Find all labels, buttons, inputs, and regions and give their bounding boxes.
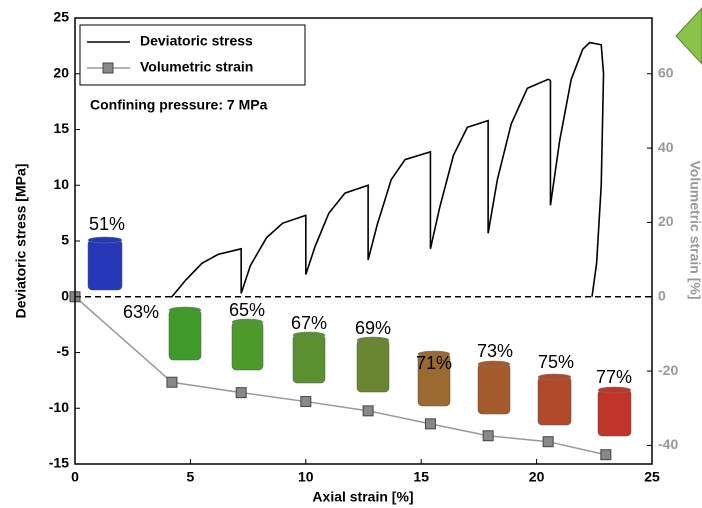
marker xyxy=(542,436,554,448)
y-tick-label: 10 xyxy=(53,176,69,192)
legend-label: Volumetric strain xyxy=(140,59,253,75)
y-tick-label: -5 xyxy=(57,343,70,359)
legend-box xyxy=(79,24,306,86)
y2-tick-label: 60 xyxy=(658,64,674,80)
specimen xyxy=(477,363,511,415)
specimen-label: 51% xyxy=(89,214,125,234)
specimen xyxy=(292,334,326,384)
specimen-label: 63% xyxy=(123,302,159,322)
specimen-top xyxy=(231,318,264,326)
y-tick-label: 15 xyxy=(53,120,69,136)
y-tick-label: -10 xyxy=(49,399,69,415)
y-tick-label: 0 xyxy=(61,287,69,303)
annotation: Confining pressure: 7 MPa xyxy=(90,97,268,113)
data-line xyxy=(167,41,605,298)
decoration xyxy=(675,7,702,65)
y-tick-label: 20 xyxy=(53,64,69,80)
specimen-top xyxy=(168,306,202,314)
y-tick-label: 25 xyxy=(53,9,69,25)
marker xyxy=(600,449,612,461)
marker xyxy=(166,376,178,388)
y-axis-label: Deviatoric stress [MPa] xyxy=(13,164,29,319)
specimen-label: 77% xyxy=(596,367,632,387)
specimen-top xyxy=(537,373,572,381)
marker xyxy=(235,387,247,399)
y2-tick-label: 20 xyxy=(658,213,674,229)
y2-tick-label: -20 xyxy=(658,362,678,378)
y2-tick-label: 0 xyxy=(658,287,666,303)
x-tick-label: 0 xyxy=(71,469,79,485)
y2-axis-label: Volumetric strain [%] xyxy=(687,161,702,300)
specimen-top xyxy=(417,350,451,358)
x-tick-label: 10 xyxy=(298,469,314,485)
specimen xyxy=(231,321,264,371)
specimen-label: 65% xyxy=(229,300,265,320)
specimen-top xyxy=(292,331,326,339)
specimen xyxy=(87,239,123,291)
x-tick-label: 25 xyxy=(644,469,660,485)
y-tick-label: -15 xyxy=(49,455,69,471)
specimen-label: 67% xyxy=(291,313,327,333)
marker xyxy=(362,405,374,417)
x-tick-label: 5 xyxy=(187,469,195,485)
y2-tick-label: 40 xyxy=(658,139,674,155)
x-tick-label: 20 xyxy=(529,469,545,485)
specimen-top xyxy=(477,360,511,368)
specimen-top xyxy=(87,236,123,244)
specimen-top xyxy=(597,386,632,394)
y-tick-label: 5 xyxy=(61,232,69,248)
specimen-top xyxy=(356,336,390,344)
x-tick-label: 15 xyxy=(413,469,429,485)
specimen-label: 75% xyxy=(538,352,574,372)
specimen-label: 71% xyxy=(416,353,452,373)
specimen xyxy=(356,339,390,393)
y2-tick-label: -40 xyxy=(658,436,678,452)
x-axis-label: Axial strain [%] xyxy=(312,489,413,505)
specimen xyxy=(597,389,632,437)
specimen-label: 69% xyxy=(355,318,391,338)
marker xyxy=(300,396,312,408)
marker xyxy=(424,418,436,430)
marker xyxy=(482,430,494,442)
specimen-label: 73% xyxy=(477,341,513,361)
specimen xyxy=(168,309,202,361)
specimen xyxy=(537,376,572,426)
legend-label: Deviatoric stress xyxy=(140,33,253,49)
legend-marker xyxy=(102,62,114,74)
